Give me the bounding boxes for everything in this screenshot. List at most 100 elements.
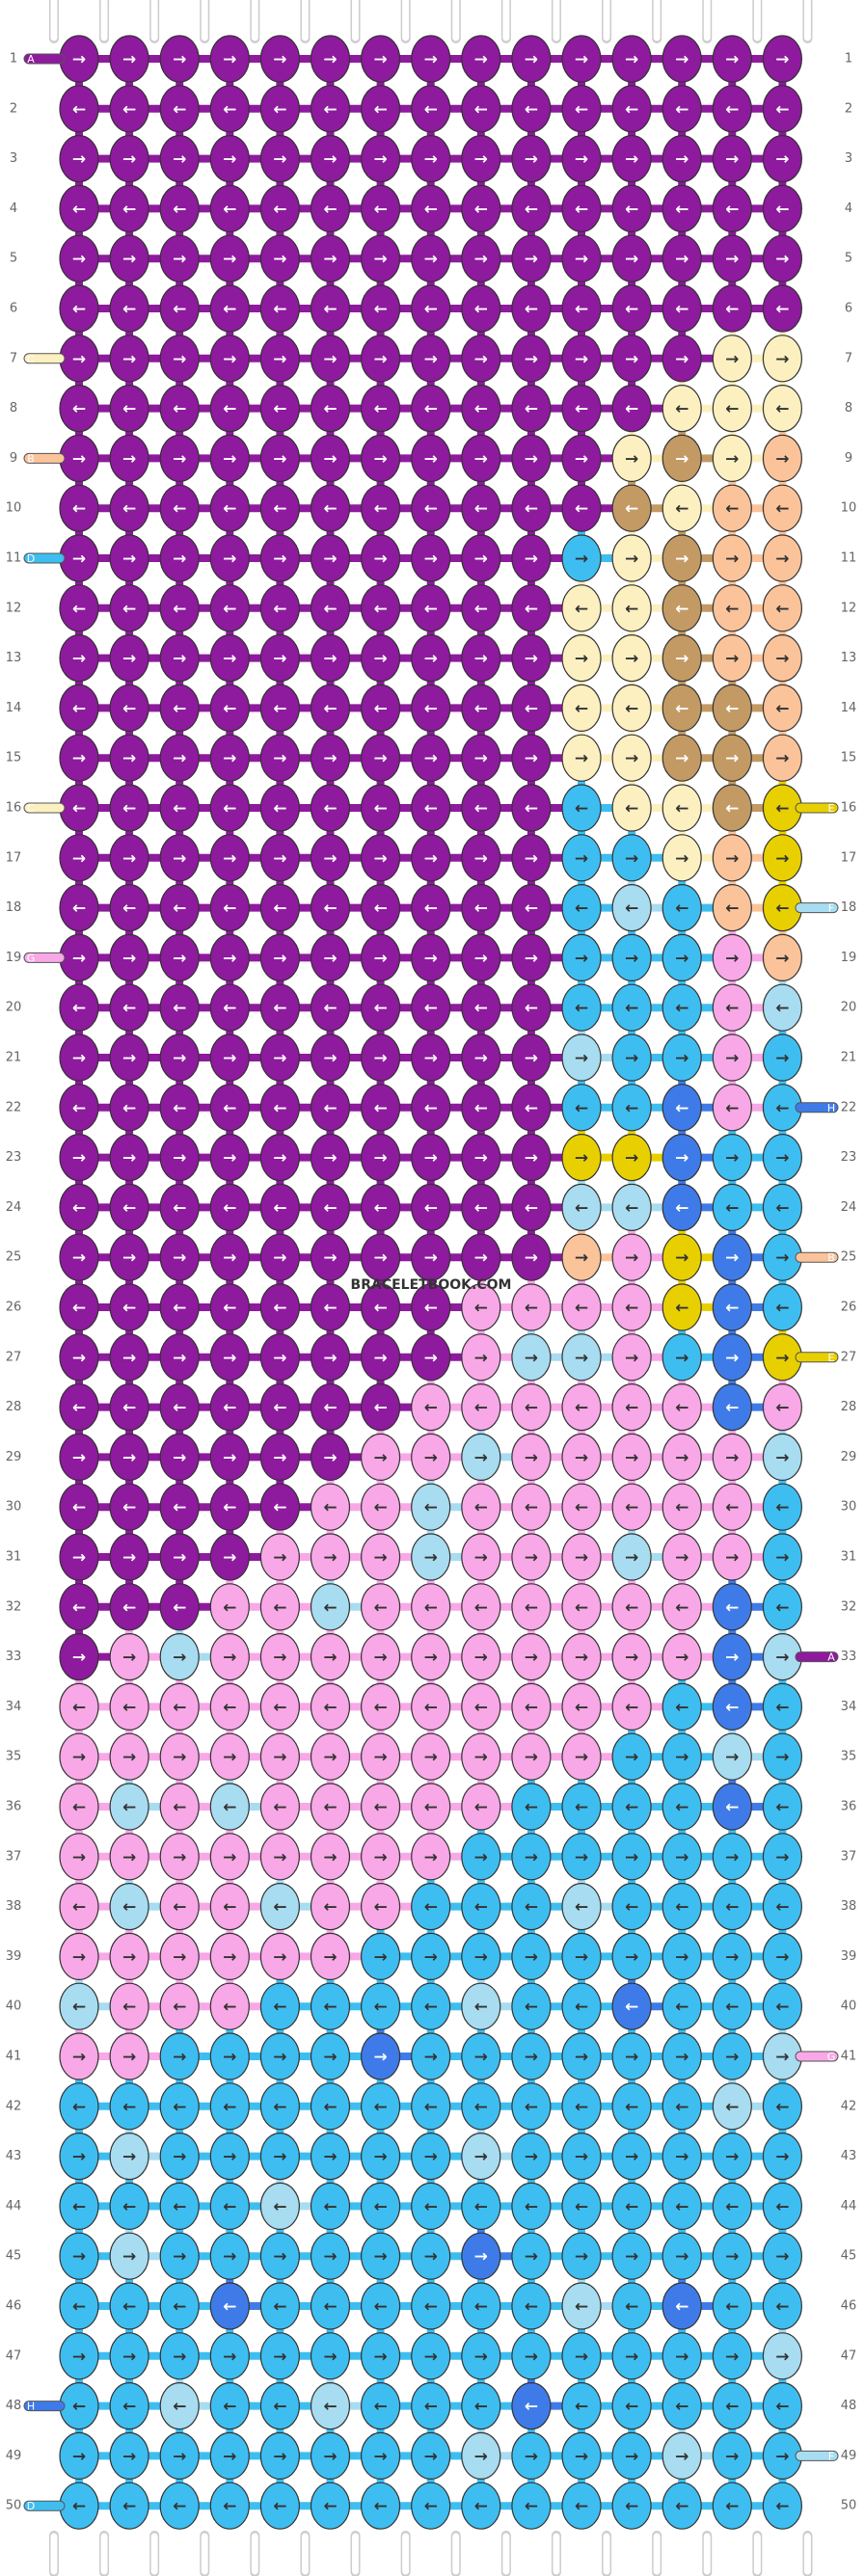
knot-arrow: ← (424, 1698, 438, 1717)
knot (511, 1982, 552, 2030)
knot-arrow: ← (173, 699, 186, 718)
knot (59, 2232, 99, 2280)
row-number-right: 6 (845, 302, 852, 316)
knot-arrow: ← (725, 100, 739, 120)
knot-arrow: ← (223, 2197, 236, 2216)
knot (611, 2332, 652, 2380)
knot (611, 584, 652, 632)
knot (259, 2133, 300, 2181)
knot-arrow: ← (625, 999, 638, 1018)
knot-arrow: → (223, 449, 236, 469)
knot (209, 2282, 250, 2330)
knot-arrow: → (373, 50, 387, 69)
knot (411, 335, 451, 383)
knot (310, 633, 351, 683)
knot-arrow: ← (323, 1299, 337, 1318)
knot-arrow: ← (725, 1698, 739, 1717)
knot (259, 335, 300, 383)
knot-arrow: ← (775, 1498, 789, 1517)
knot-arrow: ← (72, 1798, 86, 1817)
string-label: C (27, 802, 35, 815)
knot-arrow: ← (725, 1498, 739, 1517)
knot (209, 1433, 250, 1482)
knot (361, 834, 401, 882)
knot-arrow: → (675, 150, 688, 170)
knot-arrow: ← (675, 1099, 688, 1118)
knot (310, 1533, 351, 1581)
knot (662, 1533, 702, 1581)
knot (611, 85, 652, 133)
knot-arrow: → (525, 2447, 538, 2466)
knot-arrow: → (575, 849, 588, 869)
knot-arrow: ← (173, 1299, 186, 1318)
knot-arrow: → (575, 150, 588, 170)
knot (712, 2382, 752, 2430)
knot (461, 1433, 501, 1482)
knot-arrow: → (675, 1947, 688, 1967)
knot (109, 1982, 149, 2030)
knot-arrow: ← (122, 100, 136, 120)
knot (259, 2382, 300, 2430)
knot-arrow: ← (173, 899, 186, 919)
row-number-right: 19 (841, 951, 857, 965)
row-number-right: 9 (845, 451, 852, 466)
row-number-left: 8 (10, 401, 17, 416)
knot-arrow: ← (72, 600, 86, 619)
knot-arrow: → (122, 2247, 136, 2267)
row-number-left: 38 (6, 1899, 22, 1914)
knot (209, 1333, 250, 1382)
knot (209, 335, 250, 383)
knot (159, 234, 200, 282)
knot (611, 2382, 652, 2430)
knot (159, 883, 200, 932)
knot (109, 2431, 149, 2480)
knot-arrow: ← (173, 499, 186, 519)
knot-arrow: → (173, 1748, 186, 1767)
knot-arrow: ← (625, 1299, 638, 1318)
knot-arrow: → (122, 1649, 136, 1668)
knot (712, 85, 752, 133)
knot-arrow: → (122, 2348, 136, 2367)
row-number-left: 46 (6, 2299, 22, 2314)
knot-arrow: ← (424, 1998, 438, 2017)
knot (461, 2332, 501, 2380)
knot-arrow: → (525, 1748, 538, 1767)
row-number-right: 3 (845, 151, 852, 166)
knot (361, 385, 401, 433)
knot (762, 534, 803, 582)
knot (662, 2082, 702, 2131)
knot (662, 2482, 702, 2530)
knot-arrow: ← (725, 1198, 739, 1218)
knot-arrow: ← (775, 200, 789, 219)
knot (662, 1333, 702, 1382)
knot-arrow: → (223, 1049, 236, 1068)
knot (511, 784, 552, 832)
knot (209, 234, 250, 282)
knot (712, 1233, 752, 1281)
knot (109, 784, 149, 832)
knot (762, 933, 803, 982)
row-number-right: 44 (841, 2199, 857, 2214)
knot (461, 684, 501, 733)
knot (159, 834, 200, 882)
knot-arrow: → (273, 449, 286, 469)
knot (611, 184, 652, 232)
knot-arrow: ← (72, 1099, 86, 1118)
row-number-left: 10 (6, 501, 22, 516)
knot (511, 1932, 552, 1981)
knot (259, 2032, 300, 2080)
knot-arrow: → (474, 1748, 488, 1767)
row-number-right: 14 (841, 701, 857, 715)
knot (712, 385, 752, 433)
knot (59, 2082, 99, 2131)
knot-arrow: ← (575, 2497, 588, 2516)
knot (159, 2332, 200, 2380)
knot-arrow: → (424, 849, 438, 869)
knot-arrow: ← (173, 1998, 186, 2017)
knot (511, 933, 552, 982)
knot-arrow: → (223, 1947, 236, 1967)
knot-arrow: ← (675, 600, 688, 619)
knot (461, 2032, 501, 2080)
knot (310, 784, 351, 832)
